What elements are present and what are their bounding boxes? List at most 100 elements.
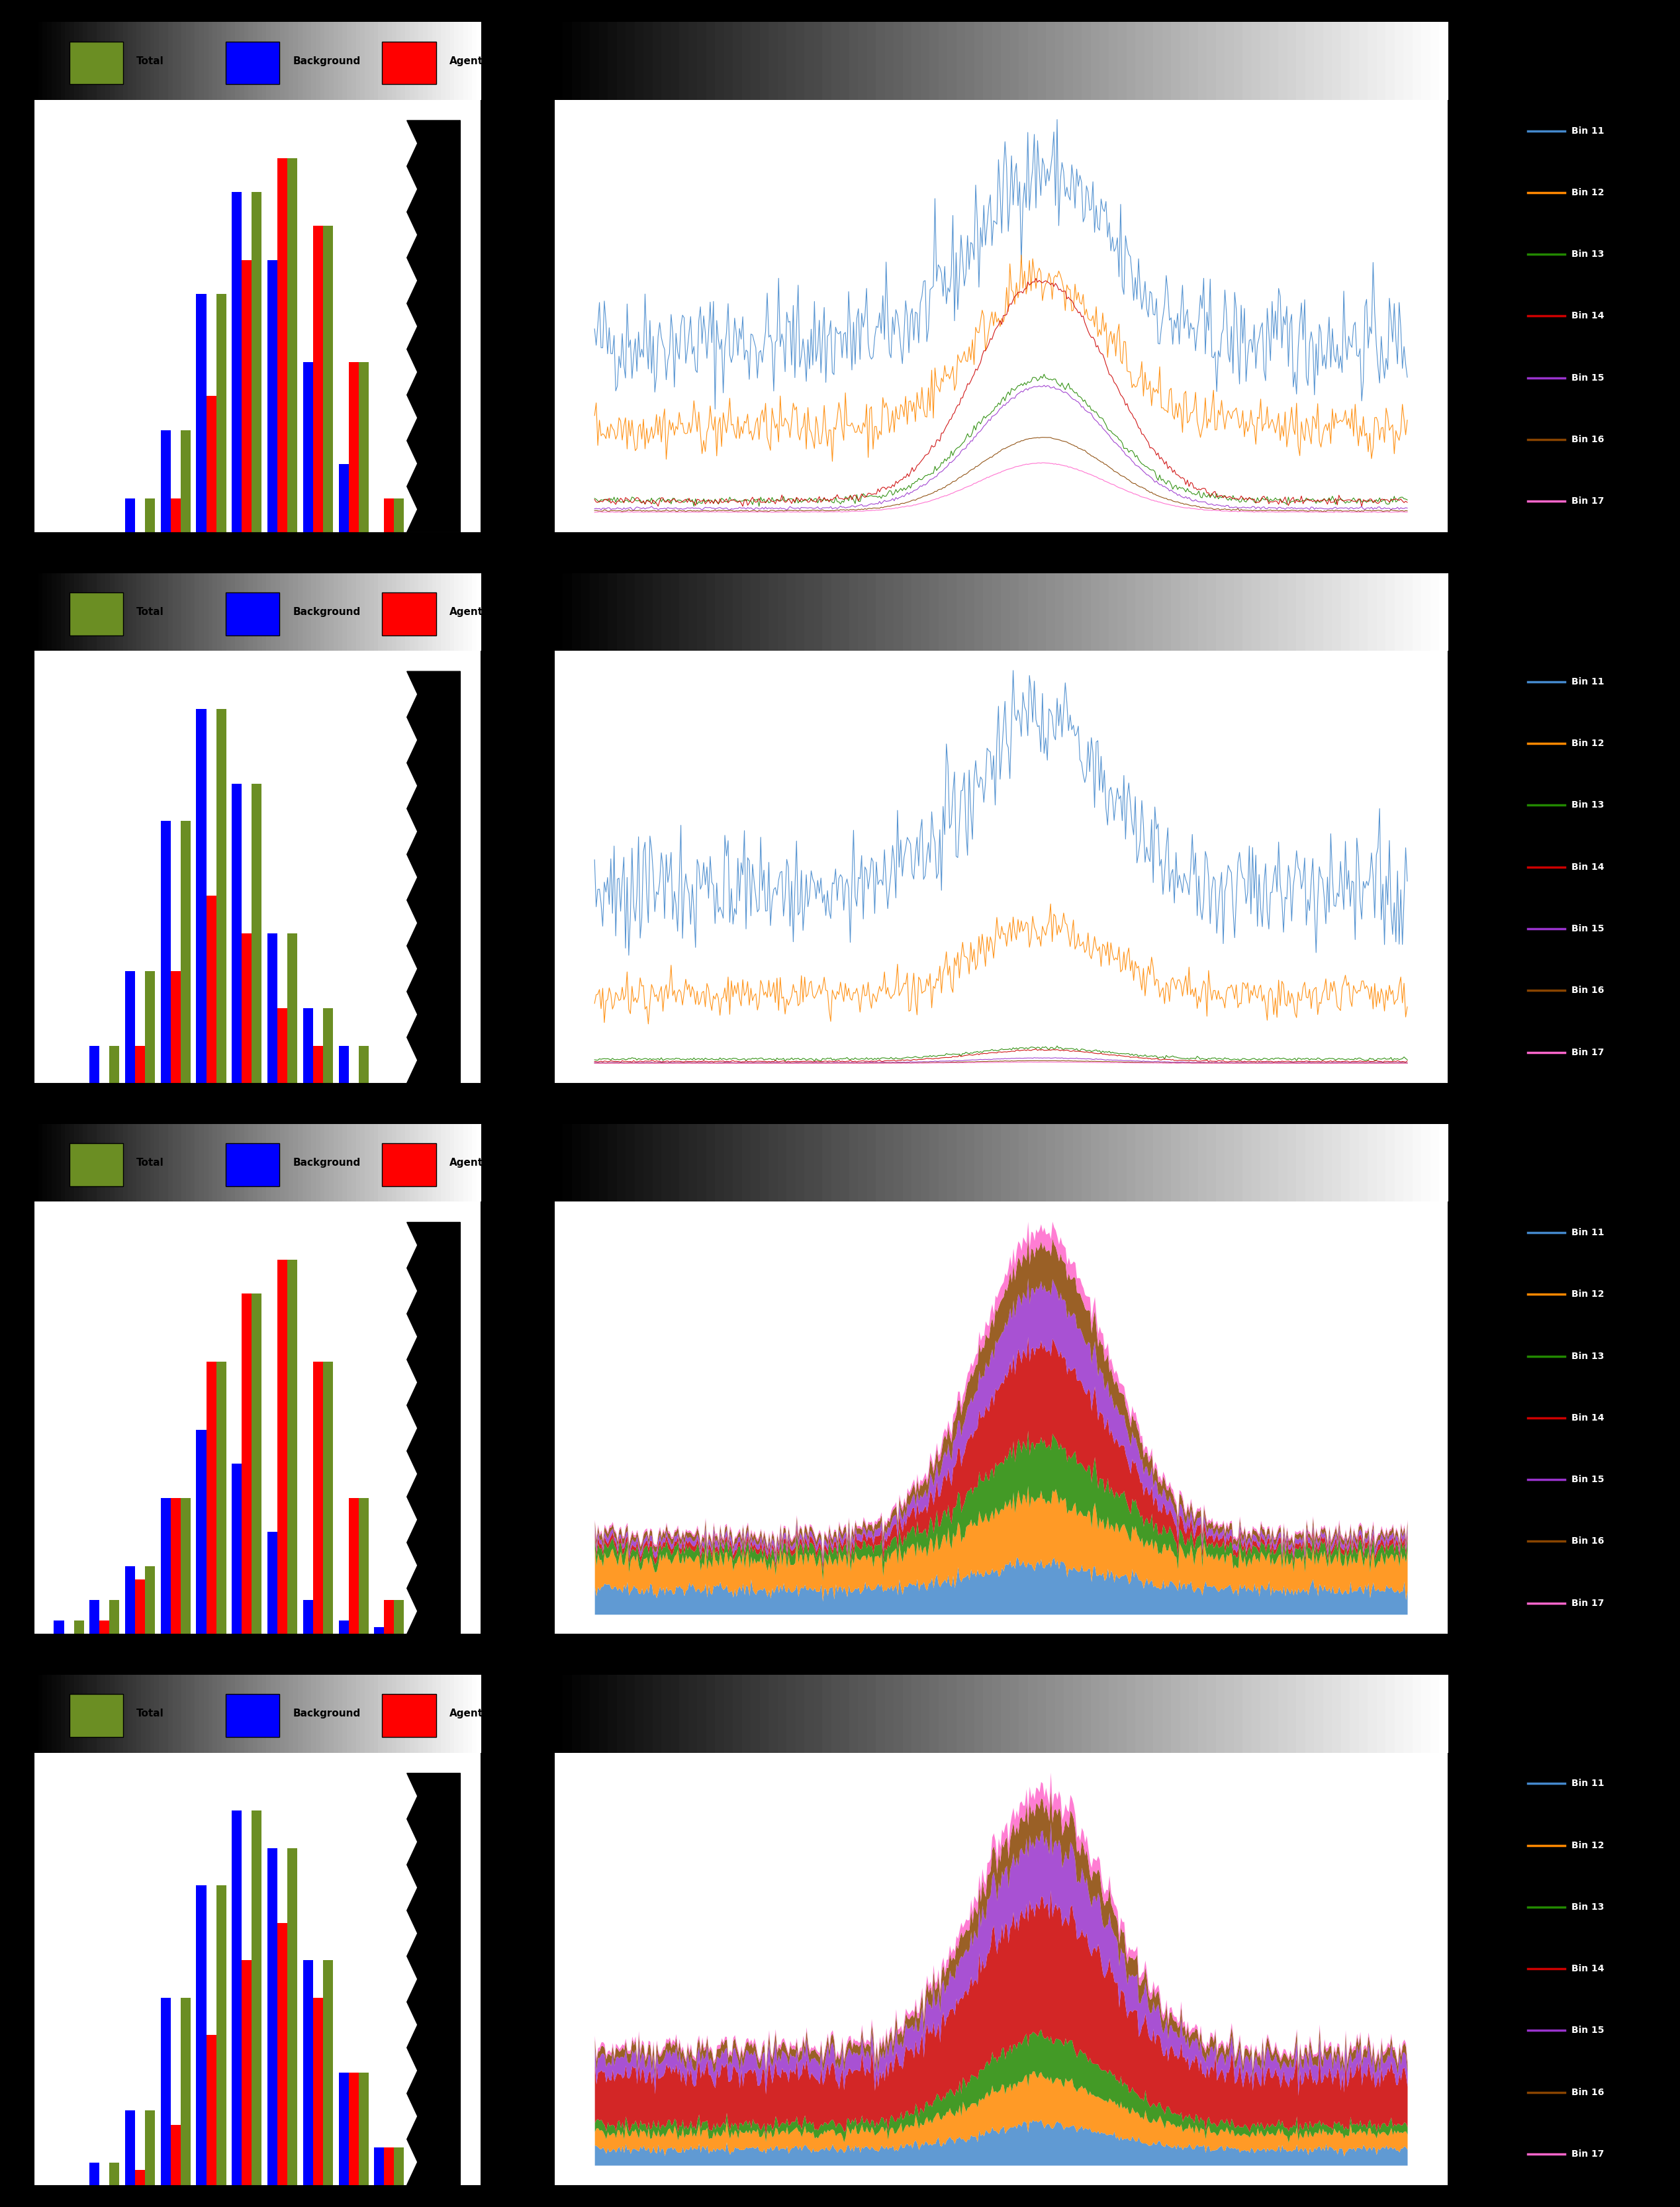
Bar (144, 499, 155, 532)
Bar (287, 1260, 297, 1633)
Text: Agent: Agent (449, 1708, 484, 1719)
Bar (339, 1620, 348, 1633)
Bar (395, 2147, 405, 2185)
Bar (348, 362, 358, 532)
Bar (242, 1293, 252, 1633)
Bar (312, 225, 323, 532)
Bar (348, 2072, 358, 2185)
Bar (339, 2072, 348, 2185)
Text: Bin 17: Bin 17 (1571, 1598, 1604, 1607)
Y-axis label: Particle/m³: Particle/m³ (8, 285, 18, 346)
Bar (207, 395, 217, 532)
Text: Total: Total (136, 1159, 165, 1168)
Bar (124, 499, 134, 532)
Bar (180, 430, 190, 532)
Bar (180, 1997, 190, 2185)
Bar (124, 2110, 134, 2185)
Bar (242, 934, 252, 1084)
Bar (232, 1463, 242, 1633)
Text: Bin 12: Bin 12 (1571, 1289, 1604, 1300)
Text: Bin 13: Bin 13 (1571, 801, 1604, 810)
Text: Bin 17: Bin 17 (1571, 1048, 1604, 1057)
Bar (375, 2147, 385, 2185)
Bar (197, 1430, 207, 1633)
Polygon shape (407, 671, 460, 1084)
Bar (161, 430, 171, 532)
Text: Bin 15: Bin 15 (1571, 373, 1604, 382)
Bar (207, 2035, 217, 2185)
Bar (161, 1499, 171, 1633)
Bar (287, 1847, 297, 2185)
Bar (217, 294, 227, 532)
Bar (287, 159, 297, 532)
Bar (124, 971, 134, 1084)
Bar (267, 1847, 277, 2185)
Bar (302, 362, 312, 532)
Bar (232, 1810, 242, 2185)
Y-axis label: Particle/m³: Particle/m³ (8, 836, 18, 898)
Text: Background: Background (292, 55, 361, 66)
FancyBboxPatch shape (383, 591, 435, 636)
Text: Bin 17: Bin 17 (1571, 2150, 1604, 2158)
Y-axis label: Particle/m³: Particle/m³ (521, 1386, 531, 1450)
Bar (134, 2169, 144, 2185)
Bar (267, 934, 277, 1084)
Bar (267, 260, 277, 532)
Text: Agent: Agent (449, 607, 484, 618)
Polygon shape (407, 121, 460, 532)
Bar (109, 1600, 119, 1633)
Bar (323, 1362, 333, 1633)
Bar (277, 1260, 287, 1633)
Text: Bin 14: Bin 14 (1571, 863, 1604, 872)
Text: Bin 13: Bin 13 (1571, 249, 1604, 258)
Text: Total: Total (136, 55, 165, 66)
Bar (74, 1620, 84, 1633)
Bar (161, 821, 171, 1084)
Text: Bin 12: Bin 12 (1571, 188, 1604, 196)
Text: Bin 15: Bin 15 (1571, 925, 1604, 934)
Bar (252, 1293, 262, 1633)
Bar (54, 1620, 64, 1633)
Bar (134, 1046, 144, 1084)
Text: Background: Background (292, 1708, 361, 1719)
Text: Bin 14: Bin 14 (1571, 311, 1604, 320)
Bar (312, 1046, 323, 1084)
Bar (323, 1009, 333, 1084)
Bar (124, 1567, 134, 1633)
FancyBboxPatch shape (225, 1143, 279, 1185)
Text: Bin 11: Bin 11 (1571, 1227, 1604, 1238)
FancyBboxPatch shape (383, 42, 435, 84)
FancyBboxPatch shape (225, 1695, 279, 1737)
Bar (207, 1362, 217, 1633)
FancyBboxPatch shape (69, 591, 123, 636)
Bar (161, 1997, 171, 2185)
Bar (395, 1600, 405, 1633)
Bar (385, 499, 395, 532)
Bar (277, 159, 287, 532)
Bar (252, 1810, 262, 2185)
Text: Total: Total (136, 607, 165, 618)
Bar (89, 1046, 99, 1084)
Bar (287, 934, 297, 1084)
Bar (312, 1362, 323, 1633)
Bar (171, 971, 180, 1084)
FancyBboxPatch shape (69, 1695, 123, 1737)
Bar (217, 708, 227, 1084)
Bar (89, 2163, 99, 2185)
Text: Total: Total (136, 1708, 165, 1719)
FancyBboxPatch shape (69, 1143, 123, 1185)
Bar (99, 1620, 109, 1633)
Bar (232, 192, 242, 532)
Bar (252, 192, 262, 532)
Y-axis label: Particle/m³: Particle/m³ (521, 285, 531, 346)
FancyBboxPatch shape (69, 42, 123, 84)
Y-axis label: Particle/m³: Particle/m³ (521, 1938, 531, 2000)
Bar (277, 1922, 287, 2185)
Bar (252, 783, 262, 1084)
Bar (358, 2072, 368, 2185)
Bar (242, 260, 252, 532)
Bar (217, 1885, 227, 2185)
Bar (171, 2125, 180, 2185)
Text: Bin 15: Bin 15 (1571, 2026, 1604, 2035)
Bar (207, 896, 217, 1084)
